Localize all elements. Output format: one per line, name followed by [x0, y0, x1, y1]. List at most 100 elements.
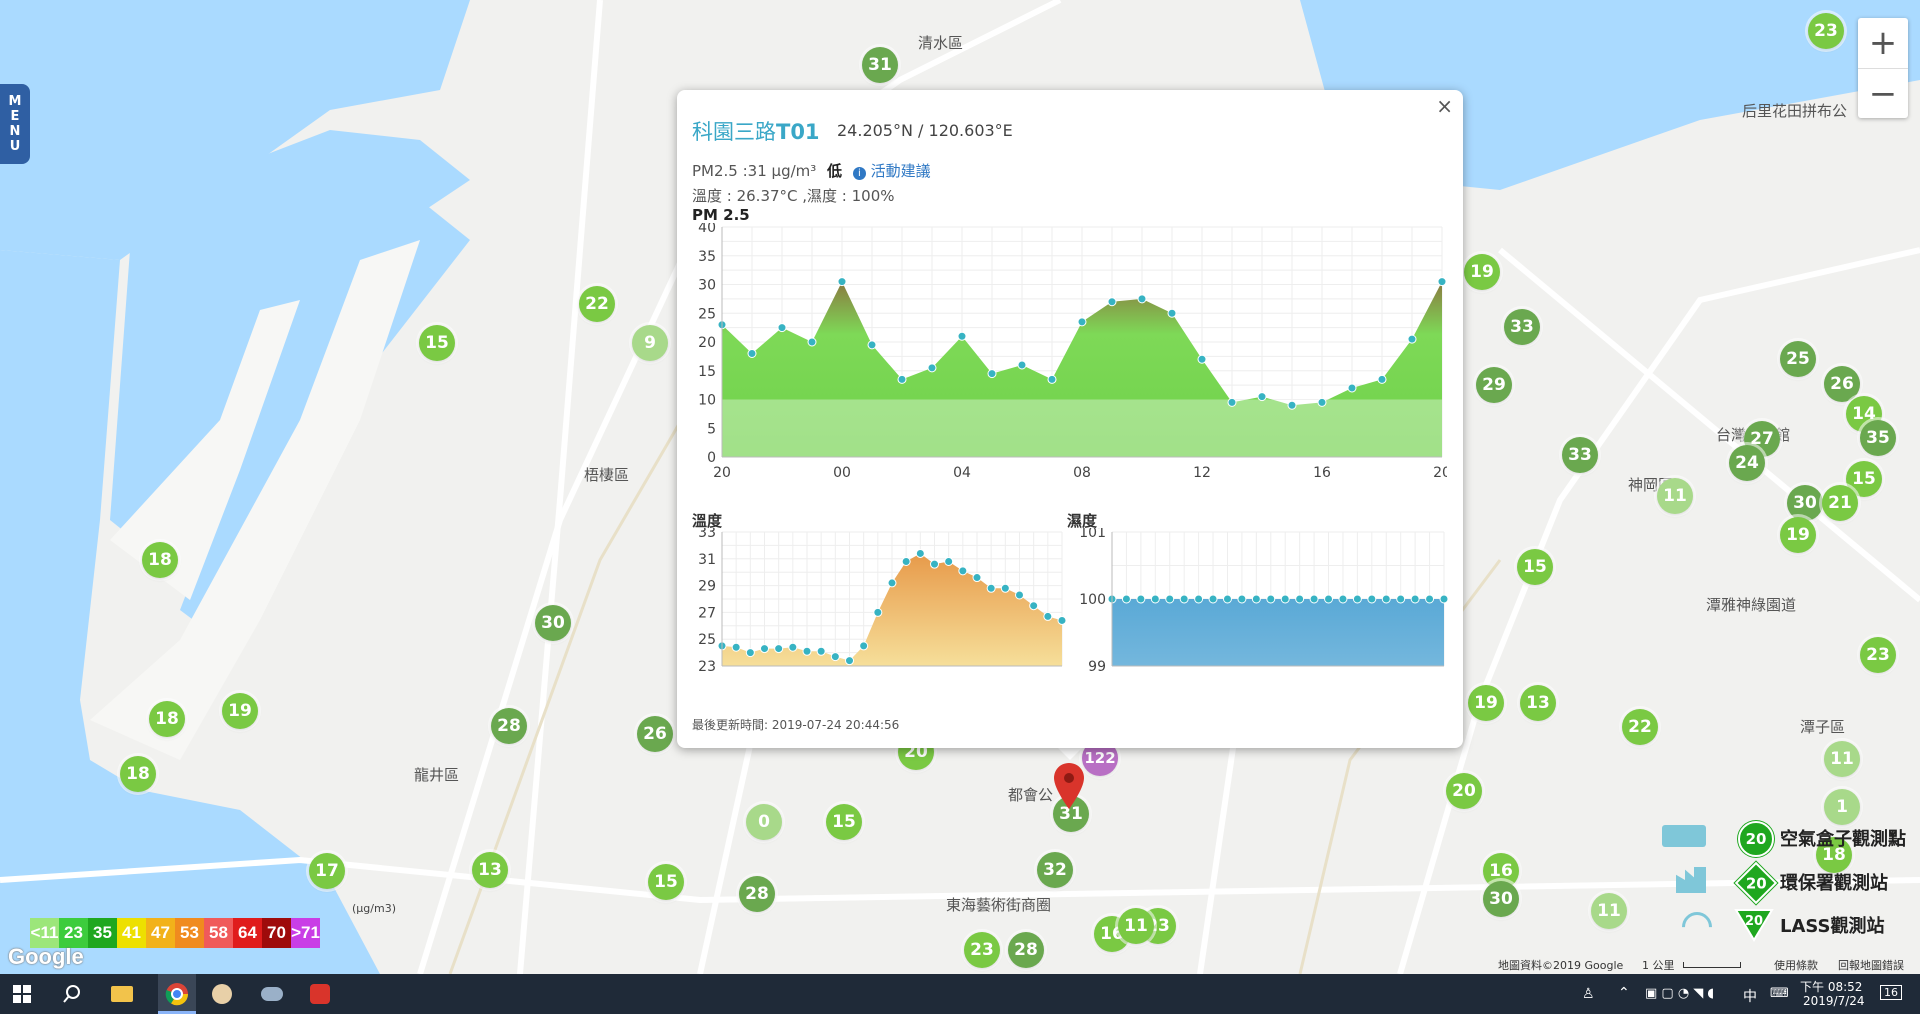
triangle-station-icon: 20	[1734, 909, 1774, 942]
sensor-marker[interactable]: 35	[1860, 420, 1896, 456]
sensor-marker[interactable]: 22	[1622, 709, 1658, 745]
sensor-marker[interactable]: 23	[1808, 13, 1844, 49]
sensor-marker[interactable]: 19	[1780, 517, 1816, 553]
y-tick-label: 23	[698, 659, 716, 675]
data-point	[1396, 594, 1406, 604]
sensor-marker[interactable]: 11	[1657, 478, 1693, 514]
clock-time[interactable]: 下午 08:52	[1800, 980, 1863, 994]
data-point	[777, 323, 787, 333]
sensor-marker[interactable]: 26	[637, 716, 673, 752]
sensor-marker[interactable]: 33	[1562, 437, 1598, 473]
sensor-marker[interactable]: 11	[1591, 893, 1627, 929]
data-point	[1280, 594, 1290, 604]
report-error-link[interactable]: 回報地圖錯誤	[1838, 959, 1904, 972]
sensor-marker[interactable]: 25	[1780, 341, 1816, 377]
sensor-marker[interactable]: 22	[579, 286, 615, 322]
sensor-marker[interactable]: 11	[1118, 908, 1154, 944]
sensor-marker[interactable]: 9	[632, 325, 668, 361]
menu-tab[interactable]: M E N U	[0, 84, 30, 164]
advice-link[interactable]: 活動建議	[870, 162, 931, 180]
sensor-marker[interactable]: 28	[1008, 932, 1044, 968]
sensor-marker[interactable]: 18	[149, 701, 185, 737]
app-icon[interactable]	[306, 980, 334, 1008]
sensor-marker[interactable]: 13	[1520, 685, 1556, 721]
data-point	[760, 644, 769, 654]
map-place-label: 潭雅神綠園道	[1706, 596, 1797, 614]
data-point	[867, 340, 877, 350]
map[interactable]: 清水區梧棲區龍井區都會公東海藝術街商圈神岡區潭雅神綠園道潭子區后里花田拼布公台灣…	[0, 0, 1920, 974]
sensor-marker[interactable]: 30	[1483, 881, 1519, 917]
sensor-marker[interactable]: 19	[222, 693, 258, 729]
sensor-marker[interactable]: 18	[142, 542, 178, 578]
data-point	[816, 646, 826, 656]
chrome-icon[interactable]	[158, 974, 196, 1014]
sensor-marker[interactable]: 13	[472, 852, 508, 888]
sensor-marker[interactable]: 30	[535, 605, 571, 641]
legend-label: 環保署觀測站	[1780, 873, 1888, 894]
search-icon[interactable]	[58, 980, 86, 1008]
sensor-marker[interactable]: 26	[1824, 366, 1860, 402]
file-explorer-icon[interactable]	[108, 980, 136, 1008]
sensor-marker[interactable]: 33	[1504, 309, 1540, 345]
sensor-marker[interactable]: 31	[1053, 796, 1089, 832]
people-icon[interactable]: ♙	[1582, 986, 1595, 1002]
tray-chevron-icon[interactable]: ⌃	[1618, 985, 1630, 1001]
sensor-marker[interactable]: 1	[1824, 789, 1860, 825]
sensor-marker[interactable]: 28	[739, 876, 775, 912]
clock-date[interactable]: 2019/7/24	[1803, 994, 1865, 1008]
sensor-marker[interactable]: 19	[1468, 685, 1504, 721]
sensor-marker[interactable]: 19	[1464, 254, 1500, 290]
sensor-marker[interactable]: 11	[1824, 741, 1860, 777]
sensor-marker[interactable]: 15	[826, 804, 862, 840]
zoom-in-button[interactable]: +	[1858, 18, 1908, 69]
sensor-marker[interactable]: 28	[491, 708, 527, 744]
sensor-marker[interactable]: 24	[1729, 445, 1765, 481]
data-point	[897, 374, 907, 384]
windows-start-icon[interactable]	[8, 980, 36, 1008]
sensor-marker[interactable]: 15	[648, 864, 684, 900]
legend-swatch: 35	[88, 918, 117, 948]
sensor-marker[interactable]: 32	[1037, 852, 1073, 888]
data-point	[958, 566, 968, 576]
close-button[interactable]: ×	[1436, 94, 1453, 118]
data-point	[1222, 594, 1232, 604]
data-point	[987, 369, 997, 379]
sensor-marker[interactable]: 18	[120, 756, 156, 792]
sensor-marker[interactable]: 15	[419, 325, 455, 361]
sensor-marker[interactable]: 15	[1517, 549, 1553, 585]
data-point	[1017, 360, 1027, 370]
data-point	[1439, 594, 1449, 604]
data-point	[1137, 294, 1147, 304]
notification-badge[interactable]: 16	[1880, 985, 1902, 1000]
sensor-marker[interactable]: 0	[746, 804, 782, 840]
data-point	[1257, 392, 1267, 402]
temp-humidity-line: 溫度 : 26.37°C ,濕度 : 100%	[692, 187, 895, 205]
sensor-marker[interactable]: 30	[1787, 485, 1823, 521]
legend-unit: (μg/m3)	[352, 902, 396, 915]
sensor-marker[interactable]: 31	[862, 47, 898, 83]
map-scale: 1 公里	[1642, 959, 1675, 972]
data-point	[1043, 611, 1053, 621]
factory-icon	[1676, 867, 1706, 893]
keyboard-icon[interactable]: ⌨	[1770, 986, 1789, 1001]
app-icon[interactable]	[258, 980, 286, 1008]
app-icon[interactable]	[208, 980, 236, 1008]
sensor-marker[interactable]: 21	[1822, 485, 1858, 521]
data-point	[1251, 594, 1261, 604]
station-popup: × 科園三路T01 24.205°N / 120.603°E PM2.5 :31…	[677, 90, 1463, 748]
sensor-marker[interactable]: 17	[309, 853, 345, 889]
data-point	[1347, 383, 1357, 393]
sensor-marker[interactable]: 23	[1860, 637, 1896, 673]
terms-link[interactable]: 使用條款	[1774, 959, 1818, 972]
ime-indicator[interactable]: 中	[1743, 989, 1757, 1005]
map-place-label: 都會公	[1008, 786, 1054, 804]
sensor-marker[interactable]: 23	[964, 932, 1000, 968]
sensor-marker[interactable]: 18	[1816, 837, 1852, 873]
zoom-out-button[interactable]: −	[1868, 74, 1898, 114]
data-point	[944, 556, 954, 566]
sensor-marker[interactable]: 29	[1476, 367, 1512, 403]
location-pin-icon[interactable]	[1053, 763, 1085, 811]
sensor-marker[interactable]: 20	[1446, 773, 1482, 809]
data-point	[1121, 594, 1131, 604]
tray-app-icons[interactable]: ▣ ▢ ◔ ◥ ◖	[1645, 986, 1715, 1001]
